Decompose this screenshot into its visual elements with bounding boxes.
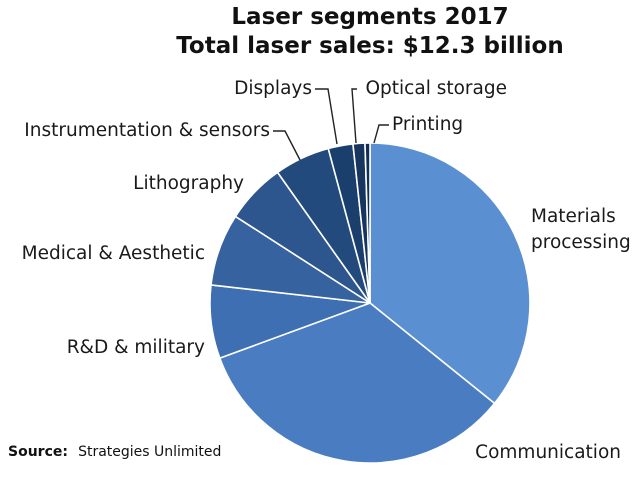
- leader-lines: [273, 88, 389, 161]
- source-label: Source:: [8, 444, 68, 460]
- label-displays: Displays: [234, 78, 312, 99]
- leader-displays: [315, 88, 338, 145]
- slice-printing: [364, 142, 371, 304]
- chart-subtitle: Total laser sales: $12.3 billion: [176, 33, 563, 59]
- slice-communication: [219, 302, 496, 464]
- leader-printing: [373, 124, 389, 144]
- chart-title: Laser segments 2017: [231, 4, 508, 30]
- label-lithography: Lithography: [133, 173, 244, 194]
- slice-materials-processing: [369, 142, 531, 405]
- source-note: Source: Strategies Unlimited: [8, 441, 221, 460]
- slice-labels: Materials processing Communication R&D & mi…: [22, 78, 631, 463]
- source-text: Strategies Unlimited: [78, 444, 221, 460]
- leader-optical-storage: [351, 88, 357, 144]
- label-materials-processing: Materials processing: [531, 206, 631, 253]
- label-randd-and-military: R&D & military: [67, 337, 205, 358]
- label-communication: Communication: [475, 442, 621, 463]
- leader-instrumentation-and-sensors: [273, 130, 301, 161]
- label-instrumentation-and-sensors: Instrumentation & sensors: [24, 120, 270, 141]
- pie-slices: [209, 142, 531, 464]
- label-medical-and-aesthetic: Medical & Aesthetic: [22, 243, 205, 264]
- label-optical-storage: Optical storage: [365, 78, 507, 99]
- label-printing: Printing: [392, 114, 463, 135]
